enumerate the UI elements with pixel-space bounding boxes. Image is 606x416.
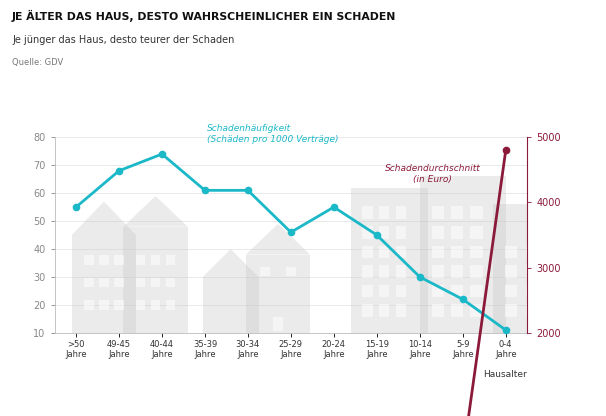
Bar <box>420 176 506 333</box>
Bar <box>432 265 444 277</box>
Bar <box>525 245 538 258</box>
Bar <box>432 206 444 219</box>
Bar <box>525 265 538 277</box>
Bar <box>379 265 390 277</box>
Bar <box>84 300 94 310</box>
Bar <box>203 277 259 333</box>
Bar <box>451 265 463 277</box>
Bar <box>246 255 310 333</box>
Bar <box>451 304 463 317</box>
Bar <box>362 245 373 258</box>
Bar <box>379 206 390 219</box>
Bar <box>432 304 444 317</box>
Bar <box>432 226 444 238</box>
Bar <box>396 226 406 238</box>
Bar <box>115 255 124 265</box>
Bar <box>525 285 538 297</box>
Bar <box>505 265 517 277</box>
Bar <box>151 300 160 310</box>
Bar <box>379 226 390 238</box>
Text: Quelle: GDV: Quelle: GDV <box>12 58 64 67</box>
Bar <box>379 304 390 317</box>
Bar <box>84 277 94 287</box>
Text: Hausalter: Hausalter <box>484 370 527 379</box>
Polygon shape <box>72 201 136 235</box>
Bar <box>525 304 538 317</box>
Bar <box>273 317 284 332</box>
Polygon shape <box>246 224 310 255</box>
Bar <box>470 226 482 238</box>
Bar <box>470 206 482 219</box>
Bar <box>285 267 296 275</box>
Bar <box>351 188 428 333</box>
Bar <box>451 206 463 219</box>
Bar <box>362 265 373 277</box>
Bar <box>470 304 482 317</box>
Bar <box>396 245 406 258</box>
Bar <box>115 300 124 310</box>
Bar <box>505 245 517 258</box>
Text: Schadendurchschnitt
(in Euro): Schadendurchschnitt (in Euro) <box>385 164 481 184</box>
Bar <box>136 277 145 287</box>
Bar <box>136 300 145 310</box>
Bar <box>99 300 108 310</box>
Bar <box>396 285 406 297</box>
Bar <box>505 285 517 297</box>
Bar <box>379 285 390 297</box>
Bar <box>396 206 406 219</box>
Bar <box>470 245 482 258</box>
Bar <box>470 285 482 297</box>
Bar <box>115 277 124 287</box>
Bar <box>362 226 373 238</box>
Bar <box>396 304 406 317</box>
Bar <box>362 206 373 219</box>
Text: JE ÄLTER DAS HAUS, DESTO WAHRSCHEINLICHER EIN SCHADEN: JE ÄLTER DAS HAUS, DESTO WAHRSCHEINLICHE… <box>12 10 396 22</box>
Bar <box>123 227 188 333</box>
Bar <box>362 304 373 317</box>
Bar <box>432 245 444 258</box>
Bar <box>451 285 463 297</box>
Bar <box>99 277 108 287</box>
Polygon shape <box>203 249 259 277</box>
Bar <box>166 255 175 265</box>
Bar <box>451 226 463 238</box>
Bar <box>470 265 482 277</box>
Bar <box>260 267 270 275</box>
Bar <box>166 300 175 310</box>
Bar <box>72 235 136 333</box>
Text: Schadenhäufigkeit
(Schäden pro 1000 Verträge): Schadenhäufigkeit (Schäden pro 1000 Vert… <box>207 124 339 144</box>
Bar <box>166 277 175 287</box>
Bar <box>99 255 108 265</box>
Bar <box>493 204 562 333</box>
Bar <box>151 277 160 287</box>
Bar <box>379 245 390 258</box>
Bar <box>451 245 463 258</box>
Bar <box>84 255 94 265</box>
Bar <box>362 285 373 297</box>
Bar <box>151 255 160 265</box>
Bar <box>136 255 145 265</box>
Text: Je jünger das Haus, desto teurer der Schaden: Je jünger das Haus, desto teurer der Sch… <box>12 35 235 45</box>
Bar <box>505 304 517 317</box>
Bar <box>396 265 406 277</box>
Bar <box>432 285 444 297</box>
Polygon shape <box>123 196 188 227</box>
